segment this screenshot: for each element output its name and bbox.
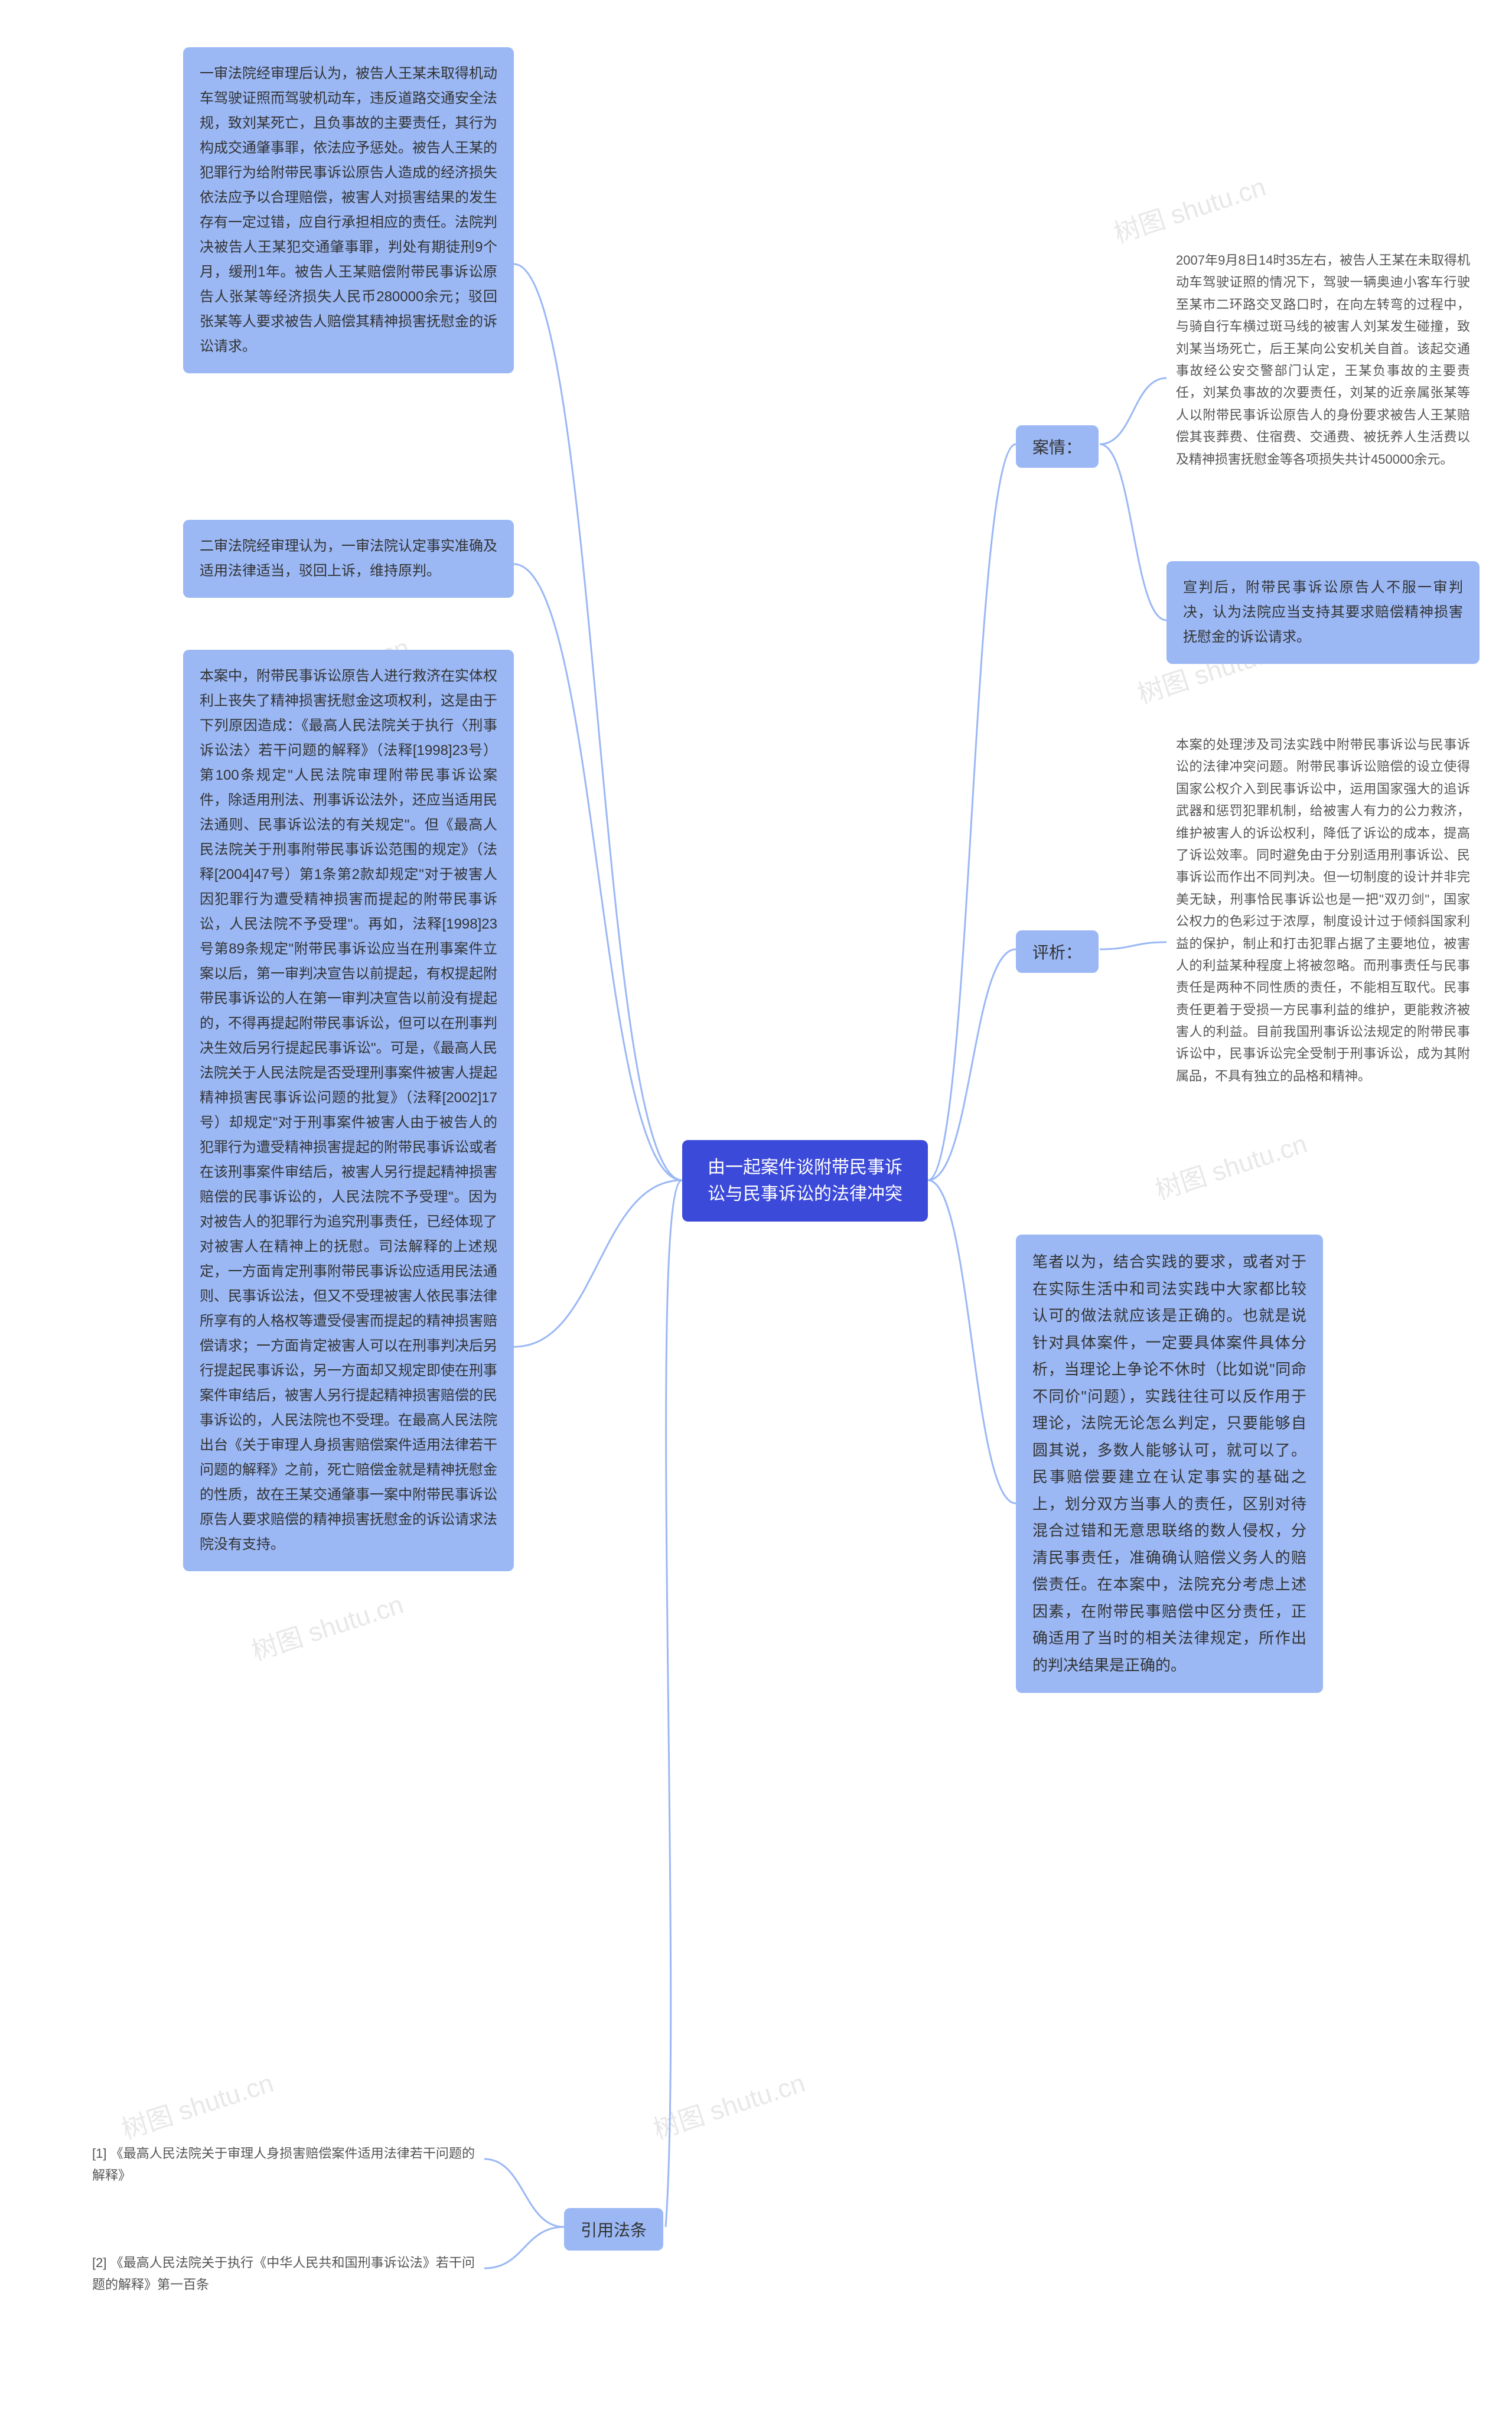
connector-line: [484, 2227, 564, 2268]
left-content-l5: [2] 《最高人民法院关于执行《中华人民共和国刑事诉讼法》若干问题的解释》第一百…: [83, 2245, 484, 2303]
center-node: 由一起案件谈附带民事诉讼与民事诉讼的法律冲突: [682, 1140, 928, 1222]
right-content-r3: 本案的处理涉及司法实践中附带民事诉讼与民事诉讼的法律冲突问题。附带民事诉讼赔偿的…: [1166, 727, 1480, 1094]
left-content-l4: [1] 《最高人民法院关于审理人身损害赔偿案件适用法律若干问题的解释》: [83, 2135, 484, 2194]
connector-line: [1100, 378, 1166, 444]
connector-line: [928, 1180, 1016, 1503]
connector-line: [484, 2159, 564, 2227]
right-content-r4: 笔者以为，结合实践的要求，或者对于在实际生活中和司法实践中大家都比较认可的做法就…: [1016, 1235, 1323, 1693]
branch-b2: 评析：: [1016, 930, 1099, 973]
left-content-l3: 本案中，附带民事诉讼原告人进行救济在实体权利上丧失了精神损害抚慰金这项权利，这是…: [183, 650, 514, 1571]
connector-line: [514, 564, 682, 1180]
connector-line: [1100, 444, 1166, 620]
connector-line: [928, 444, 1016, 1180]
branch-cite: 引用法条: [564, 2208, 663, 2251]
connector-line: [514, 264, 682, 1180]
right-content-r1: 2007年9月8日14时35左右，被告人王某在未取得机动车驾驶证照的情况下，驾驶…: [1166, 242, 1480, 477]
branch-b1: 案情：: [1016, 425, 1099, 468]
connector-line: [928, 949, 1016, 1180]
left-content-l2: 二审法院经审理认为，一审法院认定事实准确及适用法律适当，驳回上诉，维持原判。: [183, 520, 514, 598]
right-content-r2: 宣判后，附带民事诉讼原告人不服一审判决，认为法院应当支持其要求赔偿精神损害抚慰金…: [1166, 561, 1480, 664]
connector-line: [666, 1180, 682, 2227]
connector-line: [1100, 942, 1166, 949]
connector-line: [514, 1180, 682, 1347]
left-content-l1: 一审法院经审理后认为，被告人王某未取得机动车驾驶证照而驾驶机动车，违反道路交通安…: [183, 47, 514, 373]
